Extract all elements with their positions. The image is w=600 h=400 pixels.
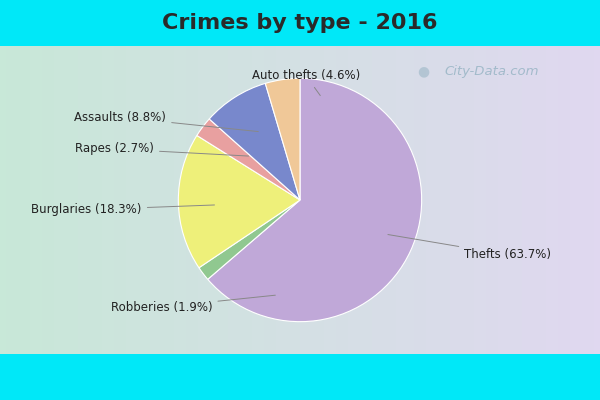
Wedge shape (208, 78, 422, 322)
Text: Assaults (8.8%): Assaults (8.8%) (74, 111, 259, 132)
Text: Crimes by type - 2016: Crimes by type - 2016 (162, 13, 438, 33)
Text: Burglaries (18.3%): Burglaries (18.3%) (31, 203, 214, 216)
Wedge shape (197, 119, 300, 200)
Text: Thefts (63.7%): Thefts (63.7%) (388, 234, 551, 261)
Text: ●: ● (417, 64, 429, 78)
Text: City-Data.com: City-Data.com (445, 66, 539, 78)
Wedge shape (209, 83, 300, 200)
Wedge shape (178, 136, 300, 268)
Text: Robberies (1.9%): Robberies (1.9%) (111, 295, 275, 314)
Wedge shape (265, 78, 300, 200)
Text: Rapes (2.7%): Rapes (2.7%) (75, 142, 248, 156)
Wedge shape (199, 200, 300, 279)
Text: Auto thefts (4.6%): Auto thefts (4.6%) (252, 69, 360, 96)
